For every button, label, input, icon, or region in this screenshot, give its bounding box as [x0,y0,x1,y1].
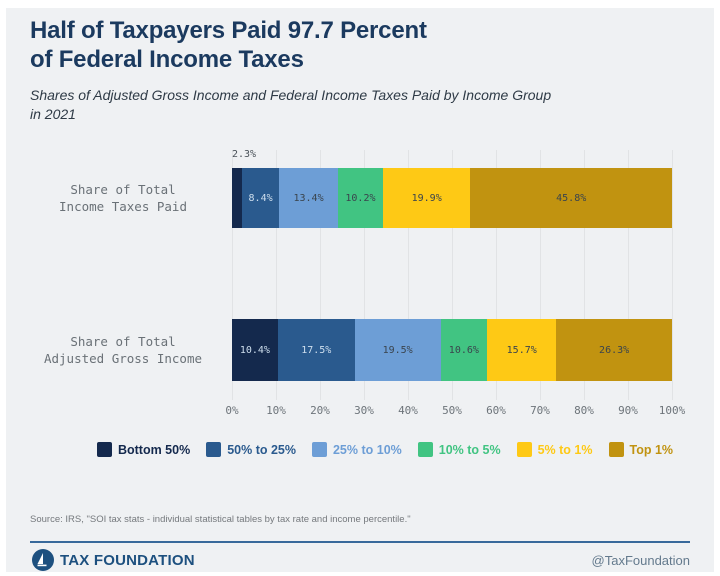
bar-category-label: Share of Total Adjusted Gross Income [43,334,203,366]
legend-label: Bottom 50% [117,442,191,457]
chart-title: Half of Taxpayers Paid 97.7 Percent of Fe… [30,16,427,74]
legend-swatch [608,442,624,457]
chart-panel: Half of Taxpayers Paid 97.7 Percent of Fe… [6,8,714,572]
legend-label: Top 1% [629,442,674,457]
stacked-bar: 8.4% 13.4% 10.2% 19.9% 45.8% [232,168,672,228]
gridline [584,150,585,400]
x-axis-tick-label: 90% [618,404,638,417]
gridline [540,150,541,400]
gridline [408,150,409,400]
legend: Bottom 50% 50% to 25% 25% to 10% 10% to 5% 5… [56,442,714,457]
bar-segment: 26.3% [556,319,672,381]
stacked-bar: 10.4% 17.5% 19.5% 10.6% 15.7% 26.3% [232,319,672,381]
bar-segment: 10.2% [338,168,383,228]
legend-label: 5% to 1% [537,442,593,457]
x-axis-tick-label: 0% [225,404,239,417]
x-axis-tick-label: 80% [574,404,594,417]
gridline [232,150,233,400]
legend-label: 50% to 25% [227,442,296,457]
bar-segment: 19.9% [382,168,471,228]
x-axis-tick-label: 30% [354,404,374,417]
chart-title-line2: of Federal Income Taxes [30,46,304,73]
legend-swatch [96,442,112,457]
bar-segment: 13.4% [279,168,339,228]
gridline [672,150,673,400]
brand-name: TAX FOUNDATION [60,552,195,569]
legend-swatch [311,442,327,457]
gridline [452,150,453,400]
legend-label: 25% to 10% [332,442,402,457]
bar-segment: 15.7% [487,319,557,381]
gridline [320,150,321,400]
chart-subtitle: Shares of Adjusted Gross Income and Fede… [30,86,551,124]
bar-segment: 17.5% [277,319,355,381]
legend-swatch [516,442,532,457]
bar-segment: 19.5% [354,319,441,381]
bar-segment: 8.4% [242,168,280,228]
legend-swatch [206,442,222,457]
chart-subtitle-line1: Shares of Adjusted Gross Income and Fede… [30,87,552,103]
legend-item: 25% to 10% [311,442,402,457]
footer-divider [30,541,690,543]
bar-segment: 45.8% [470,168,672,228]
gridline [496,150,497,400]
tax-foundation-logo [32,549,54,571]
twitter-handle[interactable]: @TaxFoundation [591,553,690,568]
legend-item: 10% to 5% [417,442,501,457]
x-axis-tick-label: 100% [658,404,686,417]
bar-segment: 10.4% [232,319,278,381]
x-axis-tick-label: 20% [310,404,330,417]
bar-category-label: Share of Total Income Taxes Paid [59,182,187,214]
footer-brand-row: TAX FOUNDATION @TaxFoundation [30,549,690,572]
gridline [364,150,365,400]
outside-segment-label: 2.3% [232,149,257,160]
legend-item: Bottom 50% [96,442,191,457]
x-axis-tick-label: 50% [442,404,462,417]
source-note: Source: IRS, "SOI tax stats - individual… [30,514,411,525]
plot-gridlines [232,150,673,400]
legend-item: 50% to 25% [206,442,296,457]
legend-label: 10% to 5% [438,442,501,457]
legend-item: 5% to 1% [516,442,593,457]
x-axis-tick-label: 10% [266,404,286,417]
chart-subtitle-line2: in 2021 [30,106,76,122]
x-axis-tick-label: 70% [530,404,550,417]
gridline [628,150,629,400]
legend-item: Top 1% [608,442,674,457]
gridline [276,150,277,400]
legend-swatch [417,442,433,457]
chart-title-line1: Half of Taxpayers Paid 97.7 Percent [30,17,427,44]
bar-segment: 10.6% [440,319,488,381]
bar-segment [232,168,243,228]
x-axis-tick-label: 40% [398,404,418,417]
x-axis-tick-label: 60% [486,404,506,417]
